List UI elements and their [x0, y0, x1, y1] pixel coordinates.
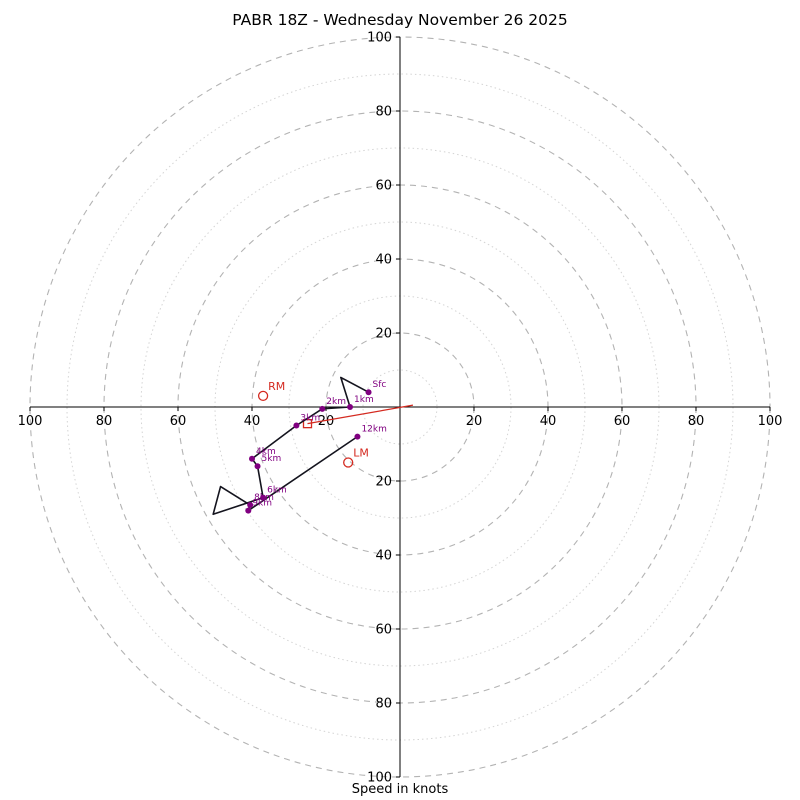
level-marker — [245, 507, 252, 514]
u-axis-tick-label: 60 — [170, 414, 187, 429]
u-axis-tick-label: 60 — [614, 414, 631, 429]
chart-title: PABR 18Z - Wednesday November 26 2025 — [232, 11, 568, 29]
mean-wind-marker — [302, 418, 313, 429]
v-axis-tick-label: 20 — [375, 475, 392, 490]
storm-marker-lm — [343, 457, 354, 468]
level-marker — [249, 455, 255, 462]
v-axis-tick-label: 80 — [375, 697, 392, 712]
v-axis-tick-label: 20 — [375, 327, 392, 342]
v-axis-tick-label: 60 — [375, 623, 392, 638]
level-marker — [254, 463, 261, 470]
u-axis-tick-label: 100 — [758, 414, 783, 429]
level-label: 1km — [354, 395, 374, 405]
level-label: Sfc — [373, 380, 387, 390]
v-axis-tick-label: 100 — [367, 31, 392, 46]
level-marker — [293, 422, 300, 429]
v-axis-tick-label: 40 — [375, 549, 392, 564]
v-axis-tick-label: 100 — [367, 771, 392, 786]
storm-marker-rm — [257, 390, 269, 402]
x-axis-label: Speed in knots — [351, 782, 449, 797]
level-label: 4km — [256, 447, 276, 457]
u-axis-tick-label: 20 — [318, 414, 335, 429]
level-label: 3km — [300, 414, 320, 424]
u-axis-tick-label: 40 — [244, 414, 261, 429]
level-label: 5km — [262, 454, 282, 464]
u-axis-tick-label: 100 — [18, 414, 43, 429]
storm-motion-line — [307, 404, 414, 425]
level-marker — [260, 494, 267, 501]
level-marker — [247, 502, 254, 509]
level-marker — [347, 404, 354, 410]
level-label: 12km — [361, 425, 386, 435]
u-axis-tick-label: 80 — [688, 414, 705, 429]
storm-marker-label: RM — [268, 380, 285, 393]
u-axis-tick-label: 80 — [96, 414, 113, 429]
level-label: 8km — [254, 493, 274, 503]
v-axis-tick-label: 60 — [375, 179, 392, 194]
v-axis-tick-label: 40 — [375, 253, 392, 268]
level-marker — [365, 389, 372, 396]
level-label: 6km — [267, 486, 287, 496]
level-marker — [354, 433, 361, 440]
storm-marker-label: LM — [353, 447, 369, 460]
level-marker — [319, 405, 326, 412]
level-label: 9km — [252, 499, 272, 509]
u-axis-tick-label: 20 — [466, 414, 483, 429]
v-axis-tick-label: 80 — [375, 105, 392, 120]
u-axis-tick-label: 40 — [540, 414, 557, 429]
level-label: 2km — [326, 397, 346, 407]
